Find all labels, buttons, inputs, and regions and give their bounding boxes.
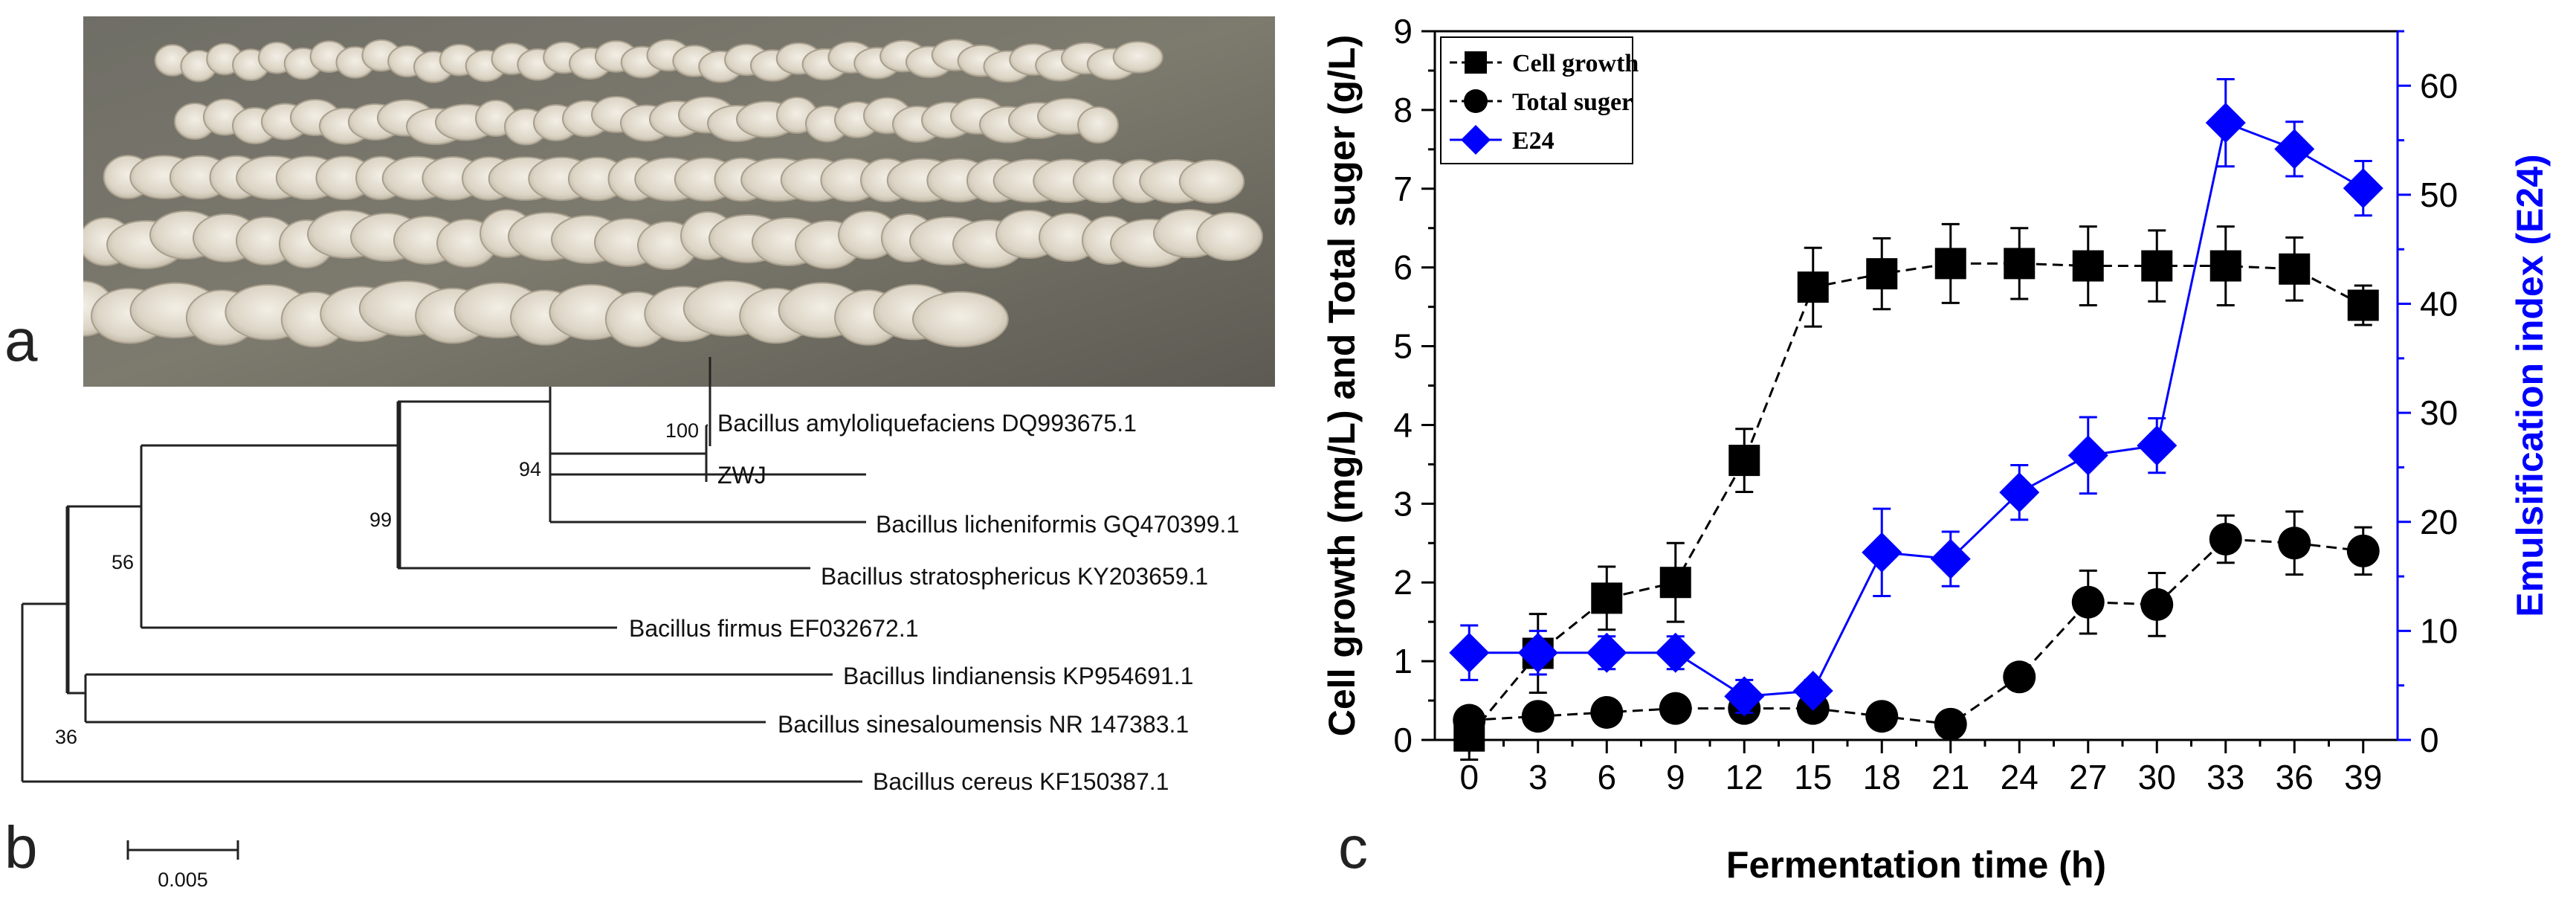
- legend-label: E24: [1512, 127, 1555, 155]
- data-point: [1521, 700, 1555, 733]
- series-cell-growth: [1453, 222, 2379, 761]
- data-point: [1865, 700, 1899, 733]
- y-tick-label: 0: [1393, 721, 1413, 759]
- data-point: [1724, 676, 1765, 717]
- y-right-tick-label: 0: [2420, 721, 2439, 759]
- data-point: [2141, 250, 2173, 282]
- legend-label: Total suger: [1512, 88, 1633, 116]
- data-point: [2067, 435, 2108, 476]
- legend-marker: [1465, 51, 1487, 74]
- data-point: [2140, 587, 2174, 621]
- data-point: [2279, 253, 2311, 285]
- x-tick-label: 6: [1597, 758, 1616, 796]
- x-tick-label: 18: [1863, 758, 1901, 796]
- legend: Cell growth Total suger E24: [1440, 36, 1639, 164]
- x-tick-label: 24: [2001, 758, 2038, 796]
- y-tick-label: 6: [1393, 248, 1413, 287]
- x-tick-label: 21: [1931, 758, 1969, 796]
- y-right-tick-label: 50: [2420, 176, 2458, 214]
- x-tick-label: 0: [1459, 758, 1479, 796]
- data-point: [2072, 250, 2104, 282]
- data-point: [1999, 472, 2040, 513]
- legend-marker: [1464, 89, 1488, 113]
- data-point: [1517, 632, 1558, 673]
- data-point: [1453, 703, 1486, 737]
- data-point: [1590, 695, 1624, 729]
- data-point: [1586, 632, 1627, 673]
- data-point: [2209, 522, 2242, 556]
- data-point: [1792, 671, 1833, 712]
- data-point: [1934, 248, 1966, 280]
- series-total-suger: [1453, 510, 2380, 741]
- data-point: [1591, 582, 1623, 614]
- y-tick-label: 4: [1393, 405, 1413, 444]
- colony-photo: [83, 16, 1275, 387]
- colony: [1077, 106, 1119, 144]
- series-e24: [1449, 78, 2383, 717]
- x-tick-label: 30: [2138, 758, 2176, 796]
- data-point: [1866, 258, 1898, 290]
- data-point: [1797, 271, 1829, 303]
- x-tick-label: 39: [2344, 758, 2382, 796]
- data-point: [1728, 445, 1760, 477]
- data-point: [2278, 527, 2311, 560]
- y-tick-label: 3: [1393, 484, 1413, 523]
- x-axis-title: Fermentation time (h): [1726, 844, 2106, 886]
- y-tick-label: 7: [1393, 170, 1413, 208]
- scale-bar-label: 0.005: [158, 869, 208, 891]
- scale-bar: [126, 840, 239, 860]
- data-point: [1659, 692, 1692, 725]
- data-point: [2004, 248, 2036, 280]
- panel-label-c: c: [1338, 814, 1368, 880]
- y-axis-title: Cell growth (mg/L) and Total suger (g/L): [1321, 35, 1363, 736]
- series-layer: [1449, 78, 2383, 761]
- data-point: [1655, 632, 1696, 673]
- data-point: [1930, 538, 1971, 579]
- x-tick-label: 36: [2276, 758, 2314, 796]
- x-tick-label: 9: [1666, 758, 1685, 796]
- y-right-tick-label: 10: [2420, 611, 2458, 650]
- legend-label: Cell growth: [1512, 50, 1639, 77]
- data-point: [2205, 103, 2246, 144]
- x-tick-label: 27: [2069, 758, 2107, 796]
- data-point: [2343, 168, 2383, 209]
- phylogenetic-tree-top: [708, 357, 711, 446]
- data-point: [2071, 585, 2105, 619]
- y-right-tick-label: 40: [2420, 285, 2458, 323]
- panel-label-a: a: [4, 307, 38, 373]
- colony: [1112, 41, 1163, 74]
- data-point: [2003, 660, 2036, 694]
- y-tick-label: 9: [1393, 12, 1413, 51]
- y-axis-right-title: Emulsification index (E24): [2509, 154, 2551, 616]
- colony: [1196, 212, 1263, 261]
- data-point: [2346, 534, 2380, 567]
- panel-label-b: b: [4, 814, 38, 880]
- x-tick-label: 33: [2207, 758, 2244, 796]
- y-right-tick-label: 60: [2420, 66, 2458, 105]
- x-tick-label: 3: [1529, 758, 1548, 796]
- data-point: [1934, 707, 1967, 741]
- x-tick-label: 12: [1726, 758, 1763, 796]
- data-point: [2274, 129, 2315, 170]
- data-point: [2347, 289, 2379, 321]
- y-right-tick-label: 20: [2420, 503, 2458, 541]
- y-tick-label: 5: [1393, 327, 1413, 366]
- x-tick-label: 15: [1794, 758, 1832, 796]
- y-tick-label: 1: [1393, 642, 1413, 680]
- data-point: [2209, 250, 2241, 282]
- colony: [911, 291, 1009, 348]
- colony: [1178, 159, 1245, 204]
- legend-marker: [1461, 125, 1491, 155]
- data-point: [1449, 632, 1490, 673]
- data-point: [1659, 567, 1691, 599]
- y-tick-label: 2: [1393, 563, 1413, 602]
- y-tick-label: 8: [1393, 91, 1413, 129]
- y-right-tick-label: 30: [2420, 393, 2458, 432]
- data-point: [1862, 532, 1902, 573]
- data-point: [2137, 425, 2178, 466]
